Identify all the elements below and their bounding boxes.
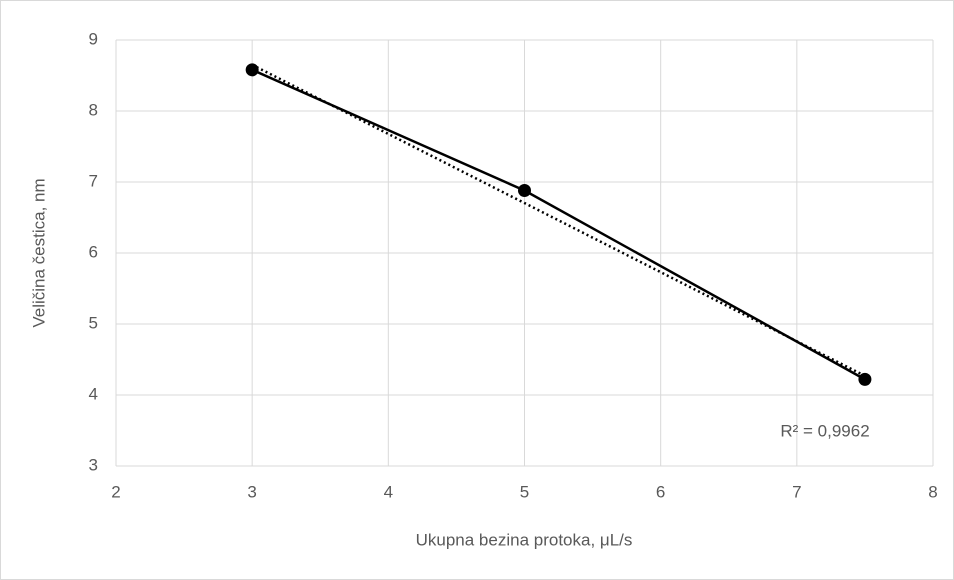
y-axis-label: Veličina čestica, nm — [29, 178, 48, 327]
y-tick-label: 4 — [89, 384, 98, 403]
x-tick-label: 2 — [111, 482, 120, 501]
data-point — [518, 184, 531, 198]
y-tick-label: 9 — [89, 29, 98, 48]
y-tick-label: 6 — [89, 242, 98, 261]
x-tick-label: 5 — [520, 482, 529, 501]
y-tick-label: 5 — [89, 313, 98, 332]
y-tick-label: 8 — [89, 100, 98, 119]
data-point — [858, 372, 872, 386]
x-tick-label: 3 — [247, 482, 256, 501]
x-tick-label: 8 — [928, 482, 937, 501]
trendline-label: R² = 0,9962 — [780, 421, 869, 440]
x-axis-label: Ukupna bezina protoka, μL/s — [416, 530, 633, 549]
y-tick-label: 7 — [89, 171, 98, 190]
x-tick-label: 4 — [384, 482, 393, 501]
x-tick-label: 6 — [656, 482, 665, 501]
data-point — [245, 63, 259, 77]
y-tick-label: 3 — [89, 455, 98, 474]
x-tick-label: 7 — [792, 482, 801, 501]
